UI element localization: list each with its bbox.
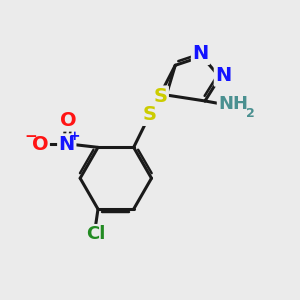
Text: −: −	[25, 129, 38, 144]
Text: 2: 2	[246, 107, 254, 121]
Text: N: N	[215, 66, 232, 85]
Text: S: S	[143, 105, 157, 124]
Text: S: S	[153, 87, 167, 106]
Text: O: O	[60, 111, 76, 130]
Text: N: N	[192, 44, 209, 64]
Text: O: O	[32, 135, 48, 154]
Text: Cl: Cl	[86, 225, 105, 243]
Text: NH: NH	[218, 95, 248, 113]
Text: +: +	[68, 129, 80, 143]
Text: N: N	[59, 135, 75, 154]
